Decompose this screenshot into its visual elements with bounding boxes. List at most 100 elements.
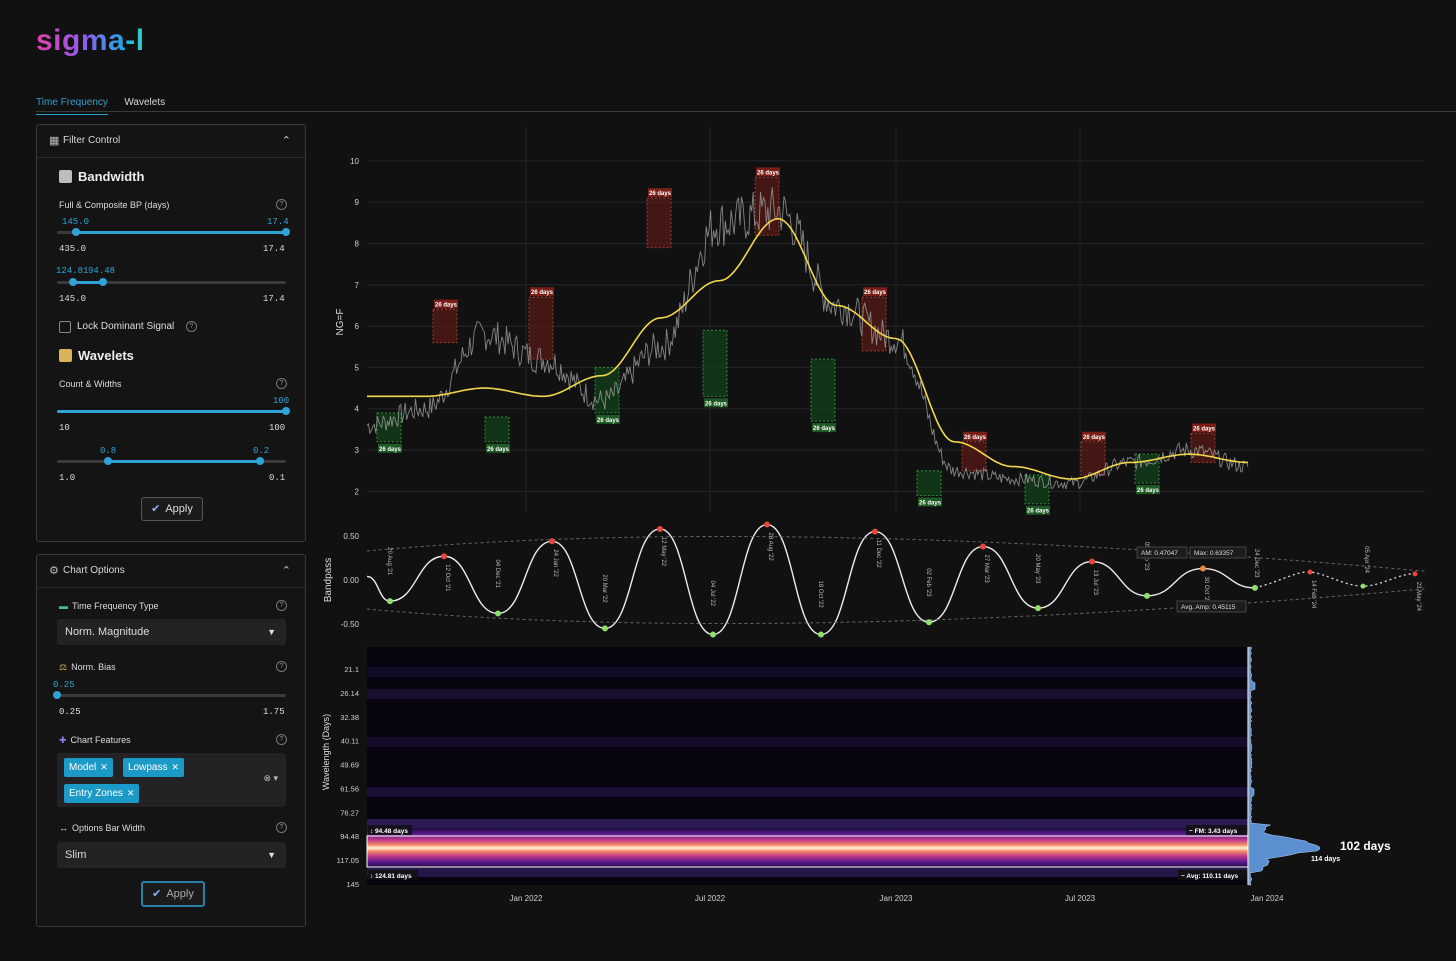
trough-date-label: 20 Mar '22	[601, 574, 607, 603]
help-icon[interactable]: ?	[276, 734, 287, 745]
chart-options-header[interactable]: ⚙ Chart Options ⌃	[37, 555, 305, 588]
heatmap-faint-band	[367, 819, 1248, 829]
help-icon[interactable]: ?	[276, 600, 287, 611]
help-icon[interactable]: ?	[276, 199, 287, 210]
envelope-lower	[366, 588, 1426, 625]
sell-zone-tag	[1192, 423, 1216, 433]
price-y-label: NG=F	[335, 309, 346, 336]
buy-zone-tag	[704, 398, 728, 408]
width-high-value: 0.2	[253, 446, 270, 456]
band-bottom-tag	[368, 870, 418, 880]
tab-time-frequency[interactable]: Time Frequency	[36, 97, 108, 115]
trough-marker	[602, 625, 608, 632]
bp2-slider-handle-low[interactable]	[69, 278, 77, 286]
chart-features-select[interactable]: Model ✕ Lowpass ✕ Entry Zones ✕ ⊗ ▾	[57, 753, 286, 807]
sell-zone: 26 days	[861, 287, 887, 352]
help-icon[interactable]: ?	[276, 661, 287, 672]
band-bottom-label: ↕ 124.81 days	[370, 873, 412, 880]
norm-bias-label: ⚖ Norm. Bias	[59, 662, 116, 672]
avg-amp-stat: Avg. Amp: 0.45115	[1181, 604, 1236, 611]
band-top-label: ↕ 94.48 days	[370, 828, 408, 835]
peak-marker	[549, 538, 555, 545]
filter-control-header[interactable]: ▦ Filter Control ⌃	[37, 125, 305, 158]
tab-wavelets[interactable]: Wavelets	[124, 97, 166, 108]
peak-marker	[764, 521, 770, 528]
lock-dominant-checkbox[interactable]	[59, 321, 71, 333]
peak-marker	[441, 553, 447, 560]
close-icon[interactable]: ✕	[100, 762, 108, 772]
count-value: 100	[273, 396, 290, 406]
chevron-up-icon[interactable]: ⌃	[281, 565, 291, 577]
bandpass-y-tick: -0.50	[341, 620, 360, 629]
price-y-tick: 10	[350, 157, 359, 166]
buy-zone-tag	[486, 443, 510, 453]
help-icon[interactable]: ?	[276, 378, 287, 389]
bias-min-label: 0.25	[59, 707, 81, 717]
width-low-value: 0.8	[100, 446, 117, 456]
bp1-slider[interactable]	[57, 228, 290, 236]
bar-width-select[interactable]: Slim ▼	[57, 842, 286, 868]
help-icon[interactable]: ?	[276, 822, 287, 833]
sell-zone-box	[961, 441, 987, 472]
time-frequency-chart[interactable]: 26 days 26 days 26 days 26 days 26 days 26 da…	[305, 112, 1456, 956]
sell-zone-label: 26 days	[864, 290, 887, 296]
sell-zone-box	[432, 309, 458, 344]
feature-chip-model[interactable]: Model ✕	[64, 758, 113, 777]
count-slider-handle[interactable]	[282, 407, 290, 415]
buy-zone: 26 days	[484, 416, 510, 453]
bp2-slider[interactable]	[57, 278, 286, 286]
bp1-slider-handle-low[interactable]	[72, 228, 80, 236]
price-y-tick: 8	[355, 240, 360, 249]
close-icon[interactable]: ✕	[171, 762, 180, 772]
feature-chip-entry-zones[interactable]: Entry Zones ✕	[64, 784, 140, 803]
bias-slider[interactable]	[53, 691, 286, 699]
projection-date-label: 23 May '24	[1415, 582, 1421, 612]
heatmap-y-tick: 26.14	[340, 689, 359, 698]
tf-type-select[interactable]: Norm. Magnitude ▼	[57, 619, 286, 645]
feature-chip-lowpass[interactable]: Lowpass ✕	[123, 758, 185, 777]
heatmap-y-label: Wavelength (Days)	[321, 714, 331, 790]
plus-icon: ✚	[59, 735, 67, 745]
bp1-slider-handle-high[interactable]	[282, 228, 290, 236]
trough-date-label: 04 Dec '21	[494, 559, 500, 588]
heatmap-y-tick: 61.56	[340, 784, 359, 793]
filter-apply-button[interactable]: ✔ Apply	[141, 497, 203, 521]
image-icon: ▬	[59, 601, 68, 611]
peak-marker	[1200, 565, 1206, 572]
chart-apply-button[interactable]: ✔ Apply	[141, 881, 205, 907]
heatmap-y-tick: 94.48	[340, 832, 359, 841]
bandpass-y-tick: 0.00	[343, 576, 359, 585]
width-slider-handle-high[interactable]	[256, 457, 264, 465]
projection-line	[1254, 571, 1416, 589]
peak-marker	[872, 528, 878, 535]
bias-slider-handle[interactable]	[53, 691, 61, 699]
buy-zone-box	[916, 470, 942, 496]
count-slider[interactable]	[57, 407, 290, 415]
sell-zone-label: 26 days	[649, 191, 672, 197]
app-logo: sigma-l	[36, 24, 145, 57]
chevron-up-icon[interactable]: ⌃	[281, 135, 291, 147]
count-widths-label: Count & Widths	[59, 379, 122, 389]
bp2-low-value: 124.81	[56, 266, 89, 276]
width-slider-handle-low[interactable]	[104, 457, 112, 465]
close-icon[interactable]: ✕	[126, 788, 135, 798]
width-slider[interactable]	[57, 457, 286, 465]
trough-marker	[1035, 605, 1041, 612]
peak-date-label: 27 Mar '23	[983, 555, 989, 584]
help-icon[interactable]: ?	[186, 321, 197, 332]
clear-chevron-icon[interactable]: ⊗ ▾	[263, 773, 278, 783]
tab-divider	[36, 111, 1456, 112]
heatmap-y-tick: 21.1	[344, 665, 359, 674]
secondary-cycle-label: 114 days	[1311, 856, 1340, 863]
buy-zone: 26 days	[376, 412, 402, 453]
sell-zone: 26 days	[432, 299, 458, 344]
scale-icon: ⚖	[59, 662, 68, 672]
buy-zone-tag	[596, 414, 620, 424]
peak-marker	[980, 543, 986, 550]
width-max-label: 0.1	[269, 473, 286, 483]
price-y-tick: 4	[355, 405, 360, 414]
bandwidth-title: Bandwidth	[59, 169, 144, 184]
heatmap-y-tick: 145	[346, 880, 359, 889]
bp2-slider-handle-high[interactable]	[99, 278, 107, 286]
sell-zone-label: 26 days	[757, 170, 780, 176]
